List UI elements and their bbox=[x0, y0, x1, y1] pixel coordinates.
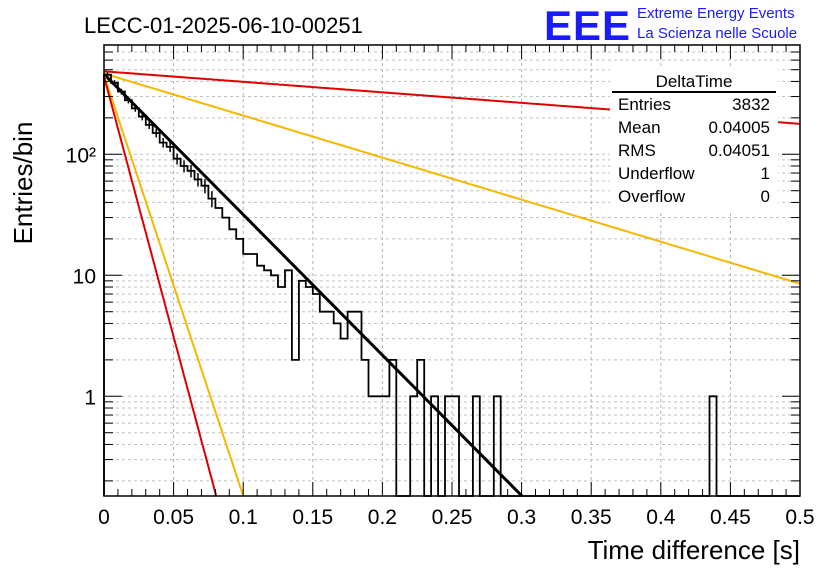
grid bbox=[103, 44, 801, 496]
stats-row-label: Mean bbox=[618, 118, 661, 137]
bound-curve bbox=[103, 72, 801, 285]
y-tick-label: 1 bbox=[84, 386, 96, 409]
y-tick-label: 10² bbox=[66, 144, 96, 167]
x-tick-label: 0.25 bbox=[432, 506, 473, 529]
x-tick-label: 0.2 bbox=[368, 506, 397, 529]
x-tick-label: 0.4 bbox=[646, 506, 676, 529]
stats-box: DeltaTime Entries 3832 Mean 0.04005 RMS 0.040… bbox=[610, 66, 778, 212]
x-tick-label: 0.15 bbox=[292, 506, 333, 529]
x-tick-label: 0.45 bbox=[710, 506, 751, 529]
fit-curve bbox=[102, 73, 524, 498]
y-axis-title: Entries/bin bbox=[8, 122, 38, 245]
stats-row-value: 0 bbox=[761, 187, 770, 206]
run-label: LECC-01-2025-06-10-00251 bbox=[84, 13, 363, 38]
eee-logo: EEE Extreme Energy Events La Scienza nel… bbox=[544, 2, 797, 49]
stats-row-label: RMS bbox=[618, 141, 656, 160]
x-tick-label: 0.05 bbox=[153, 506, 194, 529]
stats-row-label: Underflow bbox=[618, 164, 695, 183]
brand-line-1: Extreme Energy Events bbox=[637, 5, 795, 22]
stats-row-label: Entries bbox=[618, 95, 671, 114]
x-tick-label: 0.5 bbox=[785, 506, 814, 529]
stats-row-value: 3832 bbox=[732, 95, 770, 114]
x-tick-label: 0.3 bbox=[507, 506, 536, 529]
stats-title: DeltaTime bbox=[656, 72, 733, 91]
x-tick-label: 0.1 bbox=[229, 506, 258, 529]
fit-curves bbox=[102, 70, 801, 498]
x-axis-title: Time difference [s] bbox=[588, 535, 800, 565]
axes: 0 0.05 0.1 0.15 0.2 0.25 0.3 0.35 0.4 0.45 0.51101… bbox=[66, 44, 815, 529]
y-tick-label: 10 bbox=[73, 265, 96, 288]
bound-curve bbox=[103, 76, 218, 497]
brand-line-2: La Scienza nelle Scuole bbox=[637, 25, 797, 42]
x-tick-label: 0.35 bbox=[571, 506, 612, 529]
stats-rows: Entries 3832 Mean 0.04005 RMS 0.04051 Underflo… bbox=[618, 95, 770, 206]
stats-row-value: 1 bbox=[761, 164, 770, 183]
stats-row-value: 0.04051 bbox=[709, 141, 770, 160]
stats-row-value: 0.04005 bbox=[709, 118, 770, 137]
eee-logo-text: EEE bbox=[544, 2, 631, 49]
bound-curve bbox=[103, 74, 245, 497]
stats-row-label: Overflow bbox=[618, 187, 686, 206]
x-tick-label: 0 bbox=[98, 506, 110, 529]
